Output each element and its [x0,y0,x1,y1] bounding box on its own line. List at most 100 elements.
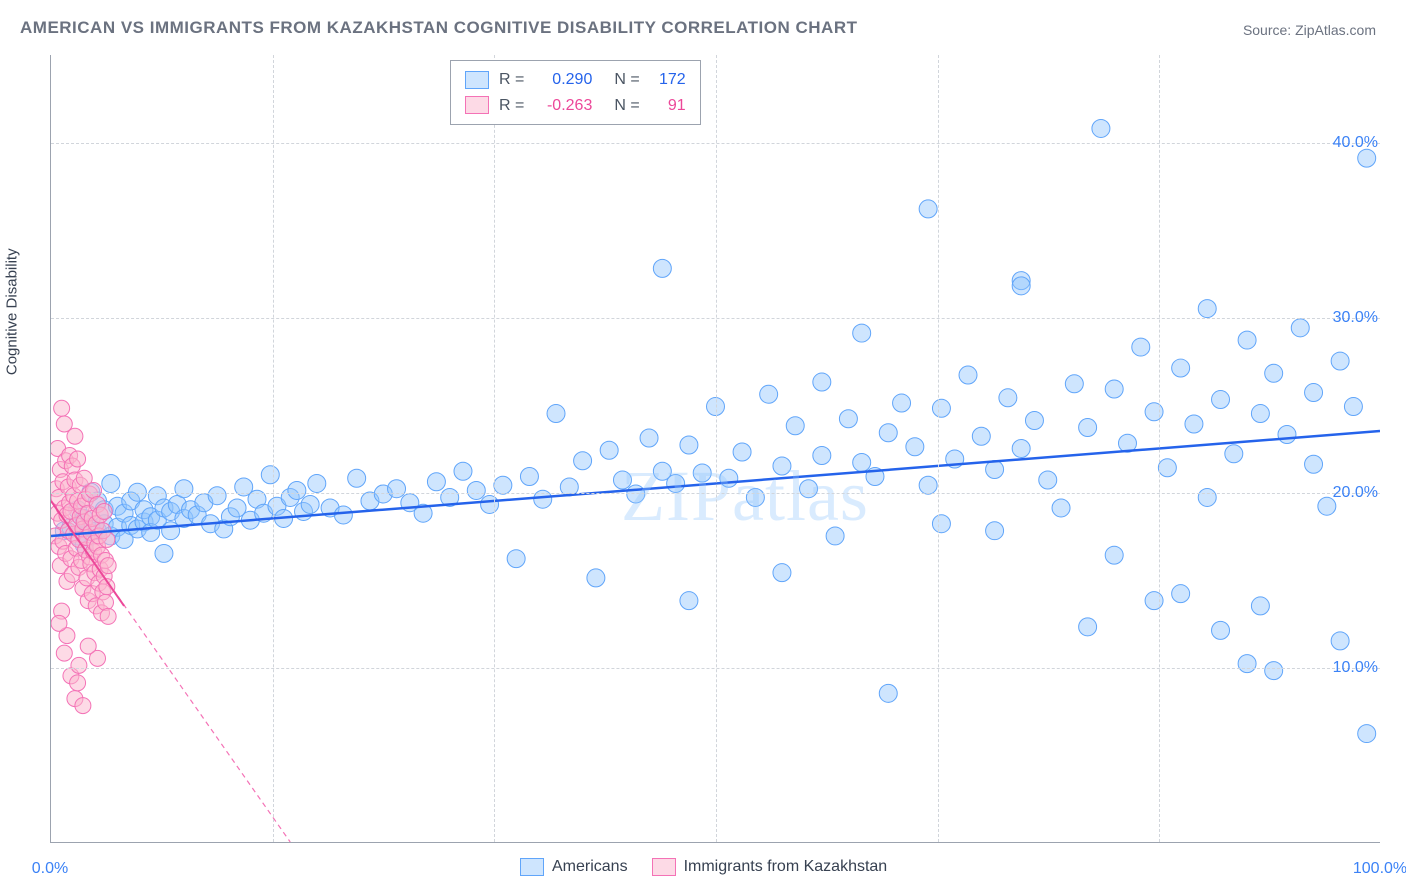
data-point [1212,621,1230,639]
data-point [51,615,67,631]
data-point [547,405,565,423]
y-tick-label: 30.0% [1333,309,1378,327]
data-point [481,495,499,513]
gridline-vertical [938,55,939,842]
data-point [1132,338,1150,356]
data-point [959,366,977,384]
data-point [613,471,631,489]
data-point [155,544,173,562]
data-point [427,473,445,491]
gridline-vertical [716,55,717,842]
x-tick-label: 100.0% [1353,860,1406,878]
data-point [494,476,512,494]
data-point [348,469,366,487]
data-point [972,427,990,445]
data-point [1251,597,1269,615]
data-point [1331,632,1349,650]
data-point [1145,592,1163,610]
data-point [1079,618,1097,636]
data-point [261,466,279,484]
data-point [1092,119,1110,137]
data-point [1291,319,1309,337]
data-point [627,485,645,503]
data-point [879,684,897,702]
r-label: R = [499,67,524,93]
data-point [1344,398,1362,416]
data-point [1305,455,1323,473]
legend-swatch [652,858,676,876]
data-point [746,488,764,506]
data-point [97,594,113,610]
data-point [1185,415,1203,433]
data-point [879,424,897,442]
data-point [1198,300,1216,318]
data-point [175,480,193,498]
source-attribution: Source: ZipAtlas.com [1243,22,1376,38]
correlation-stats-legend: R = 0.290 N = 172 R = -0.263 N = 91 [450,60,701,125]
n-value: 172 [650,67,686,93]
data-point [733,443,751,461]
data-point [919,200,937,218]
data-point [813,447,831,465]
legend-item: Americans [520,858,628,876]
data-point [301,495,319,513]
data-point [70,675,86,691]
data-point [467,481,485,499]
data-point [1265,364,1283,382]
data-point [1265,662,1283,680]
data-point [999,389,1017,407]
data-point [507,550,525,568]
data-point [86,482,102,498]
data-point [67,428,83,444]
data-point [919,476,937,494]
data-point [653,259,671,277]
data-point [102,474,120,492]
data-point [1198,488,1216,506]
data-point [1305,384,1323,402]
data-point [100,608,116,624]
data-point [800,480,818,498]
n-value: 91 [650,93,686,119]
data-point [906,438,924,456]
data-point [56,645,72,661]
data-point [600,441,618,459]
r-value: 0.290 [534,67,592,93]
data-point [1278,426,1296,444]
data-point [54,400,70,416]
data-point [1025,412,1043,430]
data-point [1331,352,1349,370]
data-point [100,558,116,574]
legend-label: Immigrants from Kazakhstan [684,858,888,876]
data-point [1105,546,1123,564]
legend-swatch [465,71,489,89]
data-point [80,638,96,654]
y-axis-title: Cognitive Disability [4,248,21,375]
legend-swatch [465,96,489,114]
data-point [839,410,857,428]
data-point [388,480,406,498]
chart-plot-area: ZIPatlas [50,55,1380,843]
data-point [96,503,112,519]
data-point [1158,459,1176,477]
data-point [680,592,698,610]
data-point [853,324,871,342]
legend-stat-row: R = -0.263 N = 91 [465,93,686,119]
data-point [1105,380,1123,398]
data-point [667,474,685,492]
x-tick-label: 0.0% [32,860,68,878]
data-point [986,522,1004,540]
data-point [773,457,791,475]
data-point [99,531,115,547]
data-point [587,569,605,587]
data-point [1079,419,1097,437]
data-point [1212,391,1230,409]
data-point [813,373,831,391]
gridline-vertical [273,55,274,842]
y-tick-label: 40.0% [1333,134,1378,152]
y-tick-label: 10.0% [1333,659,1378,677]
y-tick-label: 20.0% [1333,484,1378,502]
data-point [75,698,91,714]
data-point [574,452,592,470]
data-point [693,464,711,482]
data-point [932,515,950,533]
